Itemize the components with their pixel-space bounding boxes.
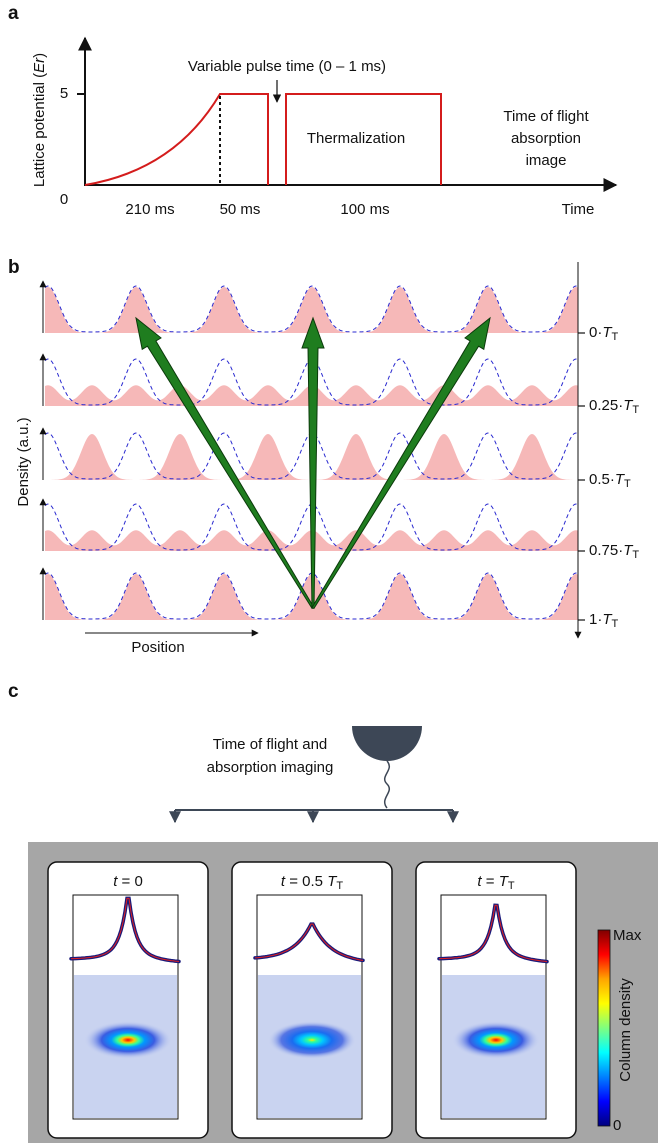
text-part: T: [623, 397, 634, 414]
x-axis-label: Time: [562, 201, 595, 218]
time-label: 0.75·TT: [589, 542, 639, 561]
snapshot-label: t = TT: [477, 873, 514, 892]
atom-cloud: [84, 1021, 172, 1059]
text-part: T: [615, 471, 626, 488]
time-label: 0.5·TT: [589, 471, 631, 490]
x-axis-label: Position: [131, 639, 184, 656]
text-part: t: [477, 873, 482, 890]
text-part: = 0: [117, 873, 142, 890]
text-part: 0.5·: [589, 471, 615, 488]
panel-letter: c: [8, 681, 19, 702]
text-part: T: [327, 873, 338, 890]
colorbar-min: 0: [613, 1117, 621, 1134]
text-part: Lattice potential (: [31, 73, 48, 187]
y-tick-label: 0: [60, 191, 68, 208]
text-part: T: [632, 549, 639, 561]
text-part: T: [612, 618, 619, 630]
text-part: 0·: [589, 324, 602, 341]
density-fill: [45, 434, 578, 480]
y-axis-label: Lattice potential (Er): [31, 53, 48, 187]
tof-label: Time of flight: [503, 108, 589, 125]
density-fill: [45, 287, 578, 333]
panel-letter: b: [8, 257, 20, 278]
green-arrow: [301, 316, 325, 609]
duration-label: 210 ms: [125, 201, 174, 218]
time-label: 0·TT: [589, 324, 619, 343]
detector-label: absorption imaging: [207, 759, 334, 776]
text-part: t: [281, 873, 286, 890]
text-part: T: [602, 611, 613, 628]
text-part: 0.25·: [589, 397, 623, 414]
text-part: = 0.5: [285, 873, 327, 890]
pulse-label: Variable pulse time (0 – 1 ms): [188, 58, 386, 75]
text-part: T: [623, 542, 634, 559]
panel-letter: a: [8, 3, 19, 24]
snapshot-label: t = 0.5 TT: [281, 873, 343, 892]
text-part: T: [612, 331, 619, 343]
y-tick-label: 5: [60, 85, 68, 102]
thermalization-label: Thermalization: [307, 130, 405, 147]
text-part: T: [632, 404, 639, 416]
time-label: 1·TT: [589, 611, 619, 630]
text-part: t: [113, 873, 118, 890]
duration-label: 50 ms: [220, 201, 261, 218]
potential-curve: [84, 93, 269, 186]
text-part: T: [508, 880, 515, 892]
colorbar: [597, 929, 611, 1127]
profile-fit: [254, 923, 364, 961]
colorbar-max: Max: [613, 927, 642, 944]
green-arrow: [311, 316, 491, 610]
text-part: 1·: [589, 611, 602, 628]
y-axis-label: Density (a.u.): [15, 417, 32, 506]
atom-cloud: [268, 1021, 356, 1059]
colorbar-label: Column density: [617, 978, 634, 1082]
text-part: 0.75·: [589, 542, 623, 559]
time-label: 0.25·TT: [589, 397, 639, 416]
text-part: =: [482, 873, 499, 890]
cable: [384, 760, 390, 809]
potential-curve: [285, 93, 442, 185]
text-part: ): [31, 53, 48, 58]
green-arrow: [135, 316, 315, 610]
detector: [352, 726, 422, 761]
tof-label: absorption: [511, 130, 581, 147]
profile-fit: [70, 897, 180, 962]
atom-cloud: [452, 1021, 540, 1059]
profile-fit: [438, 904, 548, 963]
duration-label: 100 ms: [340, 201, 389, 218]
text-part: T: [602, 324, 613, 341]
text-part: T: [336, 880, 343, 892]
detector-label: Time of flight and: [213, 736, 328, 753]
snapshot-label: t = 0: [113, 873, 143, 890]
initial-density: [44, 285, 579, 333]
tof-label: image: [526, 152, 567, 169]
text-part: T: [499, 873, 510, 890]
text-part: T: [624, 478, 631, 490]
text-part: Er: [31, 57, 48, 73]
